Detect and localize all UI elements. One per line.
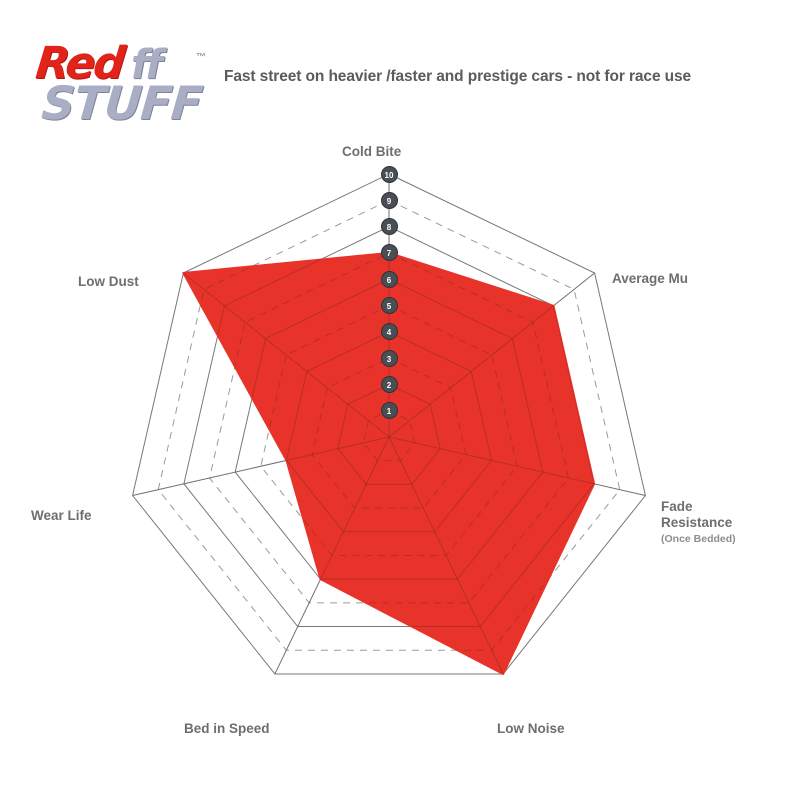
axis-label-average-mu: Average Mu <box>612 271 689 286</box>
grid-ring-overlay-3 <box>311 357 467 509</box>
radial-tick-4: 4 <box>380 323 398 341</box>
logo-word-ff: ff <box>131 42 163 88</box>
axis-spoke-overlay-3 <box>388 436 504 674</box>
axis-label-fade-line1: Fade <box>661 499 693 514</box>
axis-label-fade-line2: Resistance <box>661 515 733 530</box>
axis-label-fade-resistance: Fade Resistance (Once Bedded) <box>661 499 736 547</box>
grid-ring-overlay-1 <box>362 410 416 462</box>
axis-label-low-dust: Low Dust <box>78 274 139 289</box>
radial-tick-3: 3 <box>380 349 398 367</box>
axis-label-fade-sublabel: (Once Bedded) <box>661 533 736 545</box>
grid-ring-overlay-2 <box>337 383 441 485</box>
radial-tick-7: 7 <box>380 244 398 262</box>
axis-label-bed-in-speed: Bed in Speed <box>184 721 270 736</box>
grid-ring-overlay-6 <box>234 278 544 580</box>
radial-tick-9: 9 <box>380 191 398 209</box>
redstuff-logo: Red ff STUFF ™ <box>33 36 206 136</box>
grid-ring-overlay-7 <box>208 252 570 604</box>
grid-ring-9 <box>157 199 621 651</box>
radial-tick-5: 5 <box>380 297 398 314</box>
axis-label-cold-bite: Cold Bite <box>342 144 402 159</box>
axis-label-low-noise: Low Noise <box>497 721 565 736</box>
chart-title: Fast street on heavier /faster and prest… <box>224 68 692 85</box>
grid-ring-overlay-5 <box>260 304 518 556</box>
axis-spoke-overlay-6 <box>183 272 390 438</box>
radial-tick-1: 1 <box>380 402 398 420</box>
axis-label-wear-life: Wear Life <box>31 508 92 523</box>
trademark-icon: ™ <box>196 52 206 63</box>
radial-tick-6: 6 <box>380 270 398 288</box>
radial-tick-10: 10 <box>380 165 398 183</box>
radial-tick-2: 2 <box>380 375 398 393</box>
grid-ring-10 <box>132 173 646 675</box>
radial-tick-8: 8 <box>380 218 398 236</box>
axis-spoke-overlay-2 <box>388 436 595 497</box>
grid-ring-overlay-4 <box>285 331 493 533</box>
